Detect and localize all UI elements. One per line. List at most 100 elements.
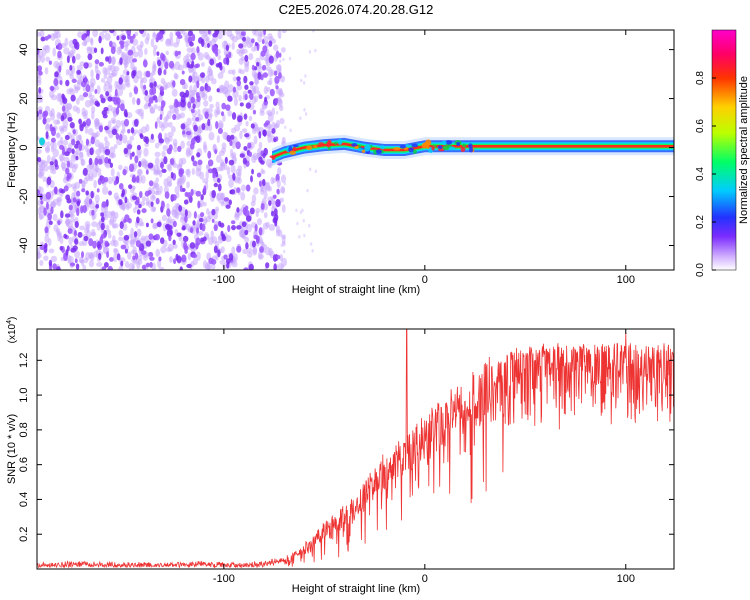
noise-speckle (209, 69, 213, 76)
noise-speckle (37, 136, 41, 141)
noise-speckle (280, 174, 287, 184)
noise-speckle (169, 37, 174, 47)
noise-speckle (96, 85, 101, 95)
noise-blob (196, 80, 200, 89)
noise-speckle (153, 47, 157, 57)
noise-speckle (216, 135, 220, 144)
noise-speckle (282, 249, 286, 254)
noise-speckle (137, 254, 143, 262)
noise-speckle (258, 141, 263, 149)
noise-speckle (166, 182, 172, 188)
noise-speckle (233, 253, 238, 263)
noise-speckle (77, 79, 82, 85)
noise-blob (211, 44, 217, 52)
noise-speckle (277, 167, 282, 176)
noise-blob (66, 160, 71, 168)
noise-speckle (137, 48, 144, 58)
noise-blob (181, 254, 187, 263)
noise-blob (223, 197, 230, 202)
noise-speckle (243, 59, 250, 67)
noise-blob (49, 123, 53, 132)
noise-blob (46, 176, 52, 186)
noise-blob (126, 143, 133, 150)
noise-blob (200, 194, 204, 201)
noise-blob (96, 241, 101, 249)
noise-blob (228, 51, 232, 59)
noise-blob (159, 237, 165, 244)
noise-blob (100, 175, 106, 184)
noise-blob (71, 78, 77, 84)
noise-blob (118, 199, 123, 206)
signal-blob (448, 146, 456, 151)
noise-blob (109, 162, 114, 168)
noise-blob (274, 97, 279, 104)
noise-speckle (42, 160, 49, 167)
noise-blob (251, 168, 255, 175)
noise-blob (98, 252, 102, 260)
noise-blob (211, 259, 217, 265)
noise-blob (124, 248, 128, 254)
noise-blob (254, 66, 258, 71)
noise-blob (184, 209, 188, 217)
noise-blob (258, 94, 263, 100)
noise-blob (192, 103, 196, 110)
snr-axes: -100 0 100 0.2 0.4 0.6 0.8 1.0 1.2 (18, 329, 674, 585)
noise-speckle (102, 66, 108, 75)
noise-speckle (104, 80, 110, 87)
noise-speckle (295, 208, 298, 213)
noise-speckle (283, 181, 286, 186)
noise-speckle (268, 123, 273, 131)
noise-blob (69, 64, 73, 71)
noise-speckle (93, 250, 99, 258)
noise-blob (100, 47, 104, 55)
noise-blob (236, 245, 242, 253)
noise-speckle (303, 108, 306, 112)
noise-blob (248, 151, 253, 158)
noise-blob (182, 235, 189, 242)
noise-blob (250, 38, 255, 44)
noise-speckle (94, 194, 100, 203)
noise-blob (79, 123, 84, 132)
noise-blob (131, 151, 135, 157)
noise-blob (66, 55, 70, 64)
noise-speckle (174, 185, 180, 195)
noise-speckle (143, 147, 149, 157)
noise-speckle (218, 30, 224, 34)
noise-speckle (167, 131, 174, 138)
noise-blob (82, 121, 87, 127)
noise-speckle (284, 125, 287, 130)
noise-blob (65, 167, 70, 175)
noise-blob (154, 98, 158, 103)
spectrogram-heatmap (37, 30, 674, 270)
noise-speckle (236, 84, 243, 91)
noise-blob (65, 79, 70, 87)
noise-blob (148, 97, 154, 104)
noise-speckle (237, 165, 243, 172)
noise-blob (120, 244, 127, 250)
noise-speckle (224, 80, 230, 89)
noise-speckle (209, 103, 214, 109)
noise-blob (224, 156, 228, 164)
noise-speckle (240, 191, 246, 201)
noise-blob (136, 97, 141, 106)
noise-blob (262, 45, 268, 54)
noise-speckle (124, 44, 129, 52)
signal-blob (334, 141, 338, 145)
signal-blob (365, 144, 371, 150)
noise-speckle (129, 135, 135, 141)
noise-speckle (46, 154, 51, 164)
noise-speckle (227, 109, 232, 117)
signal-blob (393, 147, 401, 151)
noise-blob (106, 251, 110, 259)
noise-blob (103, 261, 109, 268)
noise-speckle (80, 259, 85, 267)
noise-speckle (261, 169, 266, 175)
noise-blob (231, 225, 236, 231)
noise-speckle (172, 42, 179, 48)
noise-speckle (39, 30, 45, 38)
noise-blob (173, 258, 177, 265)
noise-blob (275, 136, 279, 142)
noise-blob (145, 240, 152, 247)
noise-speckle (37, 93, 41, 99)
noise-speckle (266, 130, 273, 138)
